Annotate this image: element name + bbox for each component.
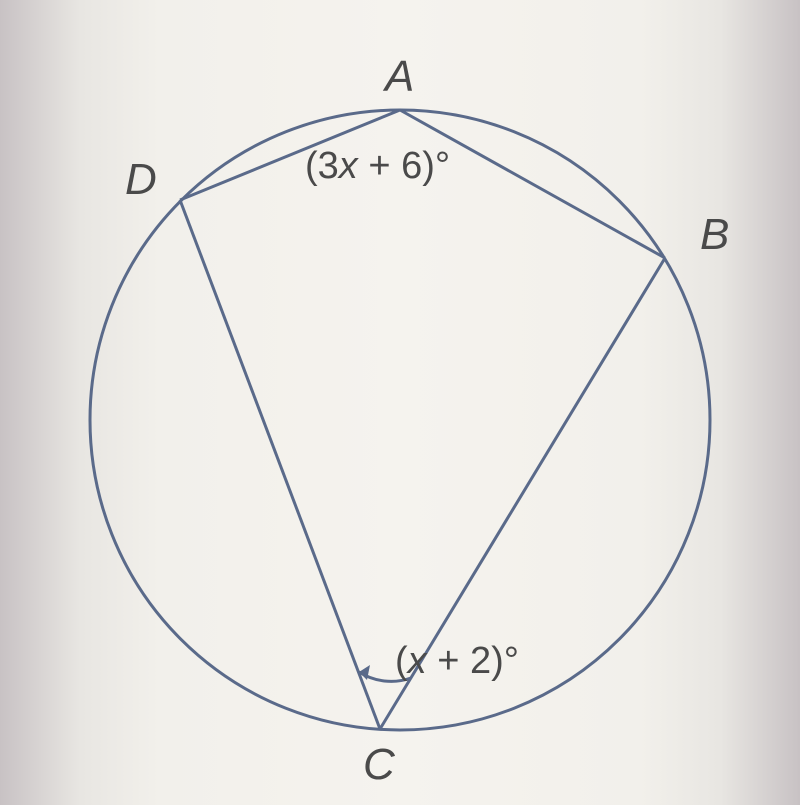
expr-A-suffix: + 6)°: [358, 145, 450, 187]
angle-expression-C: (x + 2)°: [395, 640, 519, 683]
angle-expression-A: (3x + 6)°: [305, 145, 450, 188]
expr-C-var: x: [408, 640, 427, 682]
expr-C-prefix: (: [395, 640, 408, 682]
label-A: A: [385, 52, 414, 102]
label-C: C: [363, 740, 395, 790]
label-B: B: [700, 210, 729, 260]
chord-CD: [180, 200, 380, 729]
expr-A-var: x: [339, 145, 358, 187]
expr-C-suffix: + 2)°: [427, 640, 519, 682]
expr-A-prefix: (3: [305, 145, 339, 187]
label-D: D: [125, 155, 157, 205]
main-circle: [90, 110, 710, 730]
geometry-diagram: A B C D (3x + 6)° (x + 2)°: [0, 0, 800, 800]
